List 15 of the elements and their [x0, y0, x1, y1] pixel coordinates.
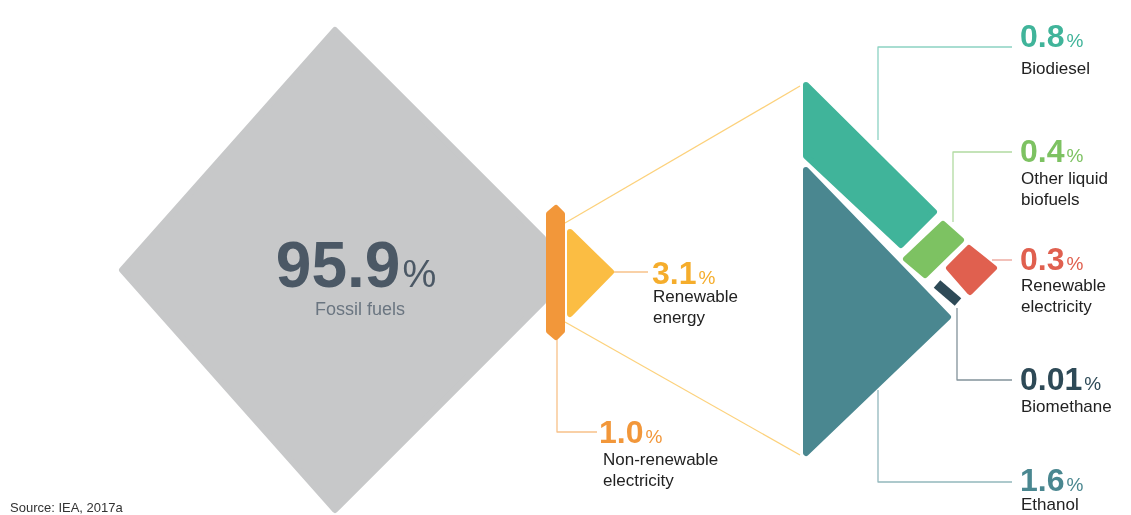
category-label: Fossil fuels: [314, 299, 406, 319]
category-label: Other liquid biofuels: [1021, 169, 1108, 209]
category-label: Biodiesel: [1021, 59, 1090, 78]
source-note: Source: IEA, 2017a: [10, 500, 124, 515]
data-label: 0.3%: [1020, 241, 1084, 277]
data-label: 0.8%: [1020, 18, 1084, 54]
data-label: 1.0%: [599, 414, 663, 450]
data-label: 0.01%: [1020, 361, 1102, 397]
data-label: 95.9%: [275, 229, 437, 301]
data-label: 0.4%: [1020, 133, 1084, 169]
category-label: Non-renewable electricity: [603, 450, 719, 490]
category-label: Biomethane: [1021, 397, 1112, 416]
data-label: 1.6%: [1020, 462, 1084, 498]
category-label: Ethanol: [1021, 495, 1079, 514]
category-label: Renewable electricity: [1021, 276, 1107, 316]
